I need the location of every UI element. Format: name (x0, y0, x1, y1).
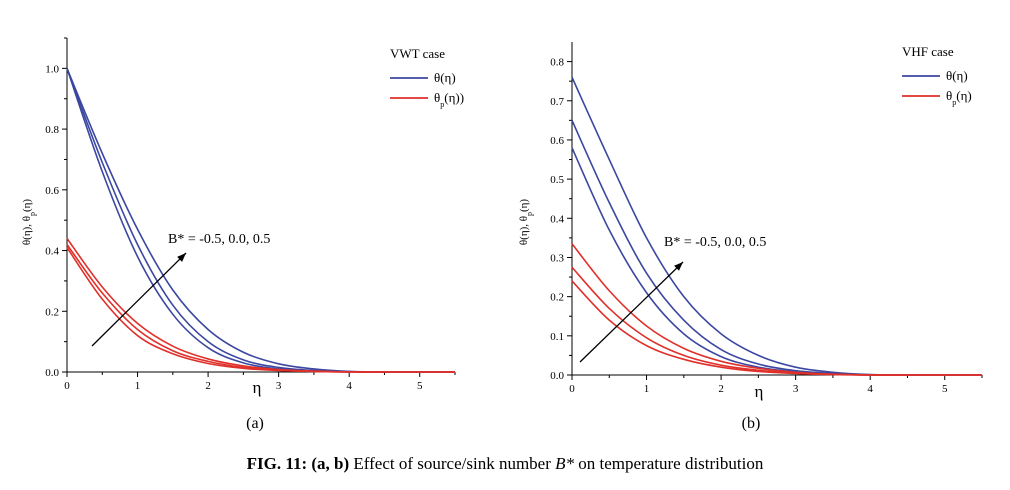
legend-title: VHF case (902, 44, 954, 59)
y-tick-label: 0.2 (550, 292, 564, 304)
y-tick-label: 0.4 (550, 213, 564, 225)
series-theta_p-line (66, 247, 455, 373)
x-tick-label: 5 (942, 383, 948, 395)
x-tick-label: 4 (867, 383, 873, 395)
panel-label: (b) (742, 415, 761, 432)
series-theta-line (571, 120, 982, 376)
x-tick-label: 3 (276, 380, 282, 392)
annotation-arrow-head (674, 262, 683, 271)
annotation-arrow-head (177, 253, 186, 262)
legend-label-theta_p: θp(η)) (434, 90, 464, 109)
panel-a-chart: 0 1 2 3 4 5 0.0 0.2 0.4 0.6 0.8 1.0 η θ(η), θp(η) VWT … (21, 37, 464, 432)
series-theta_p-line (571, 243, 982, 376)
caption-bold: FIG. 11: (a, b) (246, 454, 350, 473)
legend-label-theta: θ(η) (434, 70, 456, 85)
series-theta-line (571, 147, 982, 376)
x-tick-label: 2 (718, 383, 724, 395)
y-tick-label: 0.7 (550, 96, 564, 108)
y-tick-label: 1.0 (45, 63, 59, 75)
panel-b-chart: 0 1 2 3 4 5 0.0 0.1 0.2 0.3 0.4 0.5 0.6 0.7 0.8 η θ(η), … (518, 42, 983, 432)
y-tick-label: 0.8 (550, 57, 564, 69)
x-tick-label: 4 (346, 380, 352, 392)
y-tick-label: 0.0 (550, 370, 564, 382)
y-tick-label: 0.6 (45, 185, 59, 197)
legend-title: VWT case (390, 46, 445, 61)
y-tick-label: 0.5 (550, 174, 564, 186)
figure-caption: FIG. 11: (a, b) Effect of source/sink nu… (0, 454, 1010, 474)
y-tick-label: 0.2 (45, 306, 59, 318)
caption-text-after: on temperature distribution (574, 454, 764, 473)
x-tick-label: 3 (793, 383, 799, 395)
annotation-arrow-line (579, 261, 684, 363)
y-tick-label: 0.3 (550, 252, 564, 264)
x-tick-label: 1 (644, 383, 650, 395)
series-theta-line (66, 68, 455, 373)
annotation-arrow-line (91, 252, 187, 347)
y-tick-label: 0.1 (550, 331, 564, 343)
caption-text-before: Effect of source/sink number (349, 454, 556, 473)
x-tick-label: 2 (205, 380, 211, 392)
annotation-text: B* = -0.5, 0.0, 0.5 (168, 232, 270, 247)
annotation-text: B* = -0.5, 0.0, 0.5 (664, 235, 766, 250)
series-theta-line (66, 68, 455, 373)
y-axis-label: θ(η), θp(η) (21, 199, 37, 246)
y-tick-label: 0.4 (45, 246, 59, 258)
panel-label: (a) (246, 415, 264, 432)
x-tick-label: 5 (417, 380, 423, 392)
series-theta-line (571, 76, 982, 376)
series-theta-line (66, 68, 455, 373)
caption-symbol: B* (555, 454, 575, 473)
x-tick-label: 0 (64, 380, 70, 392)
legend-label-theta: θ(η) (946, 68, 968, 83)
y-tick-label: 0.8 (45, 124, 59, 136)
series-theta_p-line (66, 237, 455, 373)
x-axis-label: η (253, 378, 262, 397)
x-tick-label: 0 (569, 383, 575, 395)
series-theta_p-line (66, 244, 455, 373)
y-tick-label: 0.0 (45, 367, 59, 379)
legend-label-theta_p: θp(η) (946, 88, 972, 107)
y-tick-label: 0.6 (550, 135, 564, 147)
series-theta_p-line (571, 266, 982, 376)
x-tick-label: 1 (135, 380, 141, 392)
y-axis-label: θ(η), θp(η) (518, 199, 534, 246)
x-axis-label: η (755, 382, 764, 401)
